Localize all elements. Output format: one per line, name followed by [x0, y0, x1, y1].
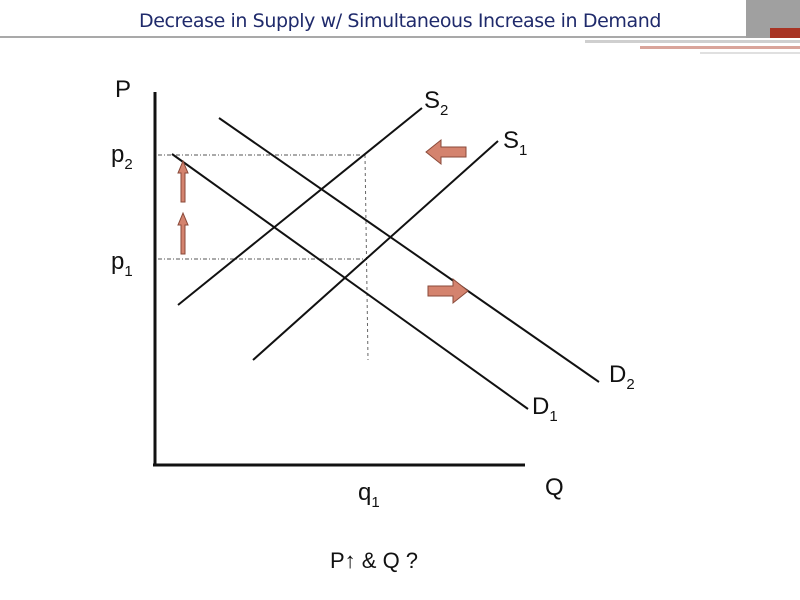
d1-label-base: D	[532, 393, 549, 420]
d2-label-base: D	[609, 361, 626, 388]
p1-label-base: p	[111, 248, 124, 275]
s1-label: S1	[503, 127, 527, 159]
x-axis-label: Q	[545, 474, 564, 501]
demand-shift-right-arrow	[427, 277, 469, 305]
p2-label: p2	[111, 141, 133, 173]
price-up-arrow-lower	[177, 211, 189, 255]
supply-shift-left-arrow	[425, 138, 467, 166]
q1-label-base: q	[358, 479, 371, 506]
d1-label: D1	[532, 393, 558, 425]
d2-label-sub: 2	[626, 376, 634, 393]
s2-label-sub: 2	[440, 102, 448, 119]
slide-title: Decrease in Supply w/ Simultaneous Incre…	[138, 10, 662, 32]
d2-label: D2	[609, 361, 635, 393]
s2-label-base: S	[424, 87, 440, 114]
s2-label: S2	[424, 87, 448, 119]
result-caption: P↑ & Q ?	[330, 548, 418, 573]
p2-label-sub: 2	[124, 156, 132, 173]
p1-label: p1	[111, 248, 133, 280]
header-stripe-light	[700, 52, 800, 54]
supply-curve-s2	[177, 107, 423, 306]
demand-curve-d2	[218, 117, 600, 383]
p2-label-base: p	[111, 141, 124, 168]
supply-curve-s1	[252, 140, 499, 361]
s1-label-sub: 1	[519, 142, 527, 159]
header-rule	[0, 36, 800, 38]
corner-accent	[770, 28, 800, 38]
y-axis-label: P	[115, 76, 131, 103]
s1-label-base: S	[503, 127, 519, 154]
price-up-arrow-upper	[177, 159, 189, 203]
q1-label-sub: 1	[371, 494, 379, 511]
d1-label-sub: 1	[549, 408, 557, 425]
header-stripe-accent	[640, 46, 800, 49]
header-stripe	[585, 40, 800, 43]
q1-label: q1	[358, 479, 380, 511]
p1-label-sub: 1	[124, 263, 132, 280]
demand-curve-d1	[171, 153, 529, 410]
